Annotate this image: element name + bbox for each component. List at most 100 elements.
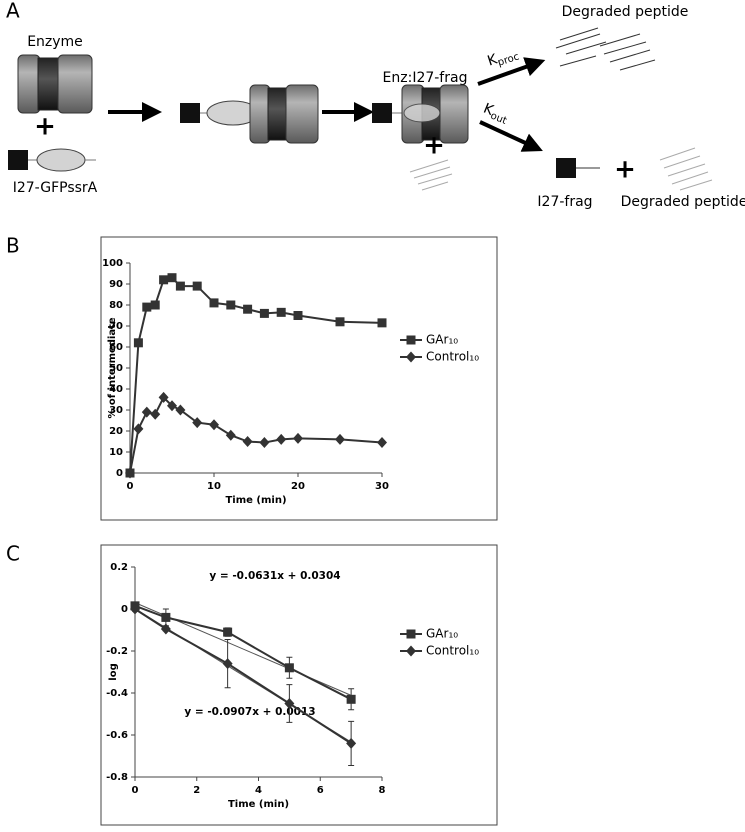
x-tick-label: 2 — [193, 785, 200, 796]
marker — [130, 603, 140, 615]
marker — [175, 404, 186, 416]
marker — [226, 300, 236, 310]
panel-label: A — [6, 0, 20, 23]
marker — [192, 417, 203, 429]
fragment — [556, 158, 600, 178]
marker — [142, 302, 152, 312]
marker — [377, 318, 387, 328]
trendline-label: y = -0.0631x + 0.0304 — [209, 570, 340, 582]
panel-label: C — [6, 542, 20, 566]
marker — [259, 437, 270, 449]
y-tick-label: 20 — [109, 426, 123, 437]
y-axis-label: % of intermediate — [107, 317, 118, 419]
y-tick-label: 60 — [109, 342, 123, 353]
marker — [125, 467, 135, 479]
marker — [150, 300, 160, 310]
legend-label: GAr₁₀ — [426, 627, 458, 641]
plus: + — [423, 131, 445, 161]
fragment-label: I27-frag — [537, 194, 592, 210]
y-tick-label: -0.2 — [106, 646, 128, 657]
complex-label: Enz:I27-frag — [383, 70, 468, 86]
marker — [293, 432, 303, 444]
y-tick-label: -0.6 — [106, 730, 128, 741]
y-tick-label: -0.4 — [106, 688, 128, 699]
x-axis-label: Time (min) — [225, 495, 286, 506]
marker — [223, 627, 233, 637]
marker — [259, 308, 269, 318]
marker — [406, 645, 416, 657]
series-line — [129, 276, 383, 474]
marker — [406, 351, 416, 363]
chart-frame — [100, 544, 498, 826]
marker — [284, 698, 295, 709]
marker — [192, 281, 202, 291]
chart: B 0 10 20 30 40 50 60 70 80 90 100 0 10 20 30 Time (min)… — [6, 234, 498, 521]
marker — [161, 612, 171, 622]
marker — [167, 400, 177, 412]
panel-label: B — [6, 234, 20, 258]
y-tick-label: 100 — [102, 258, 123, 269]
plus: + — [34, 112, 56, 142]
diagram: A Enzyme + I27-GFPssrA Enz:I27-frag — [6, 0, 745, 210]
series-line — [129, 395, 383, 474]
degraded-label: Degraded peptide — [621, 194, 745, 210]
marker — [167, 273, 177, 283]
marker — [335, 317, 345, 327]
y-axis-label: log — [108, 663, 119, 680]
legend-label: Control₁₀ — [426, 350, 479, 364]
degraded-label: Degraded peptide — [562, 4, 689, 20]
marker — [335, 433, 345, 445]
marker — [276, 433, 287, 445]
y-tick-label: 0 — [121, 604, 128, 615]
x-tick-label: 4 — [255, 785, 262, 796]
x-tick-label: 0 — [132, 785, 139, 796]
marker — [225, 429, 236, 441]
trendline-label: y = -0.0907x + 0.0013 — [184, 706, 315, 718]
chart: C 0.2 0 -0.2 -0.4 -0.6 -0.8 0 2 4 6 8 Time (min) log y… — [6, 542, 498, 826]
marker — [159, 275, 169, 285]
peptides — [555, 27, 656, 71]
plus: + — [614, 155, 636, 185]
complex-2 — [372, 84, 469, 144]
marker — [209, 419, 219, 431]
marker — [133, 338, 143, 348]
marker — [406, 335, 416, 345]
complex-1 — [180, 84, 319, 144]
marker — [242, 436, 253, 447]
enzyme-label: Enzyme — [27, 34, 83, 50]
peptides — [409, 159, 453, 191]
x-tick-label: 10 — [207, 481, 221, 492]
marker — [222, 658, 233, 670]
marker — [141, 406, 152, 418]
substrate-label: I27-GFPssrA — [13, 180, 98, 196]
marker — [406, 629, 416, 639]
x-tick-label: 20 — [291, 481, 305, 492]
marker — [276, 307, 286, 317]
chart-frame — [100, 236, 498, 521]
peptides — [659, 147, 713, 191]
marker — [243, 304, 253, 314]
x-tick-label: 30 — [375, 481, 389, 492]
substrate — [8, 148, 96, 172]
kproc: Kproc — [486, 45, 521, 72]
y-tick-label: 80 — [109, 300, 123, 311]
marker — [133, 423, 144, 435]
y-tick-label: 10 — [109, 447, 123, 458]
marker — [150, 408, 161, 420]
y-tick-label: -0.8 — [106, 772, 128, 783]
y-tick-label: 0 — [116, 468, 123, 479]
legend-label: GAr₁₀ — [426, 333, 458, 347]
x-axis-label: Time (min) — [228, 799, 289, 810]
y-tick-label: 90 — [109, 279, 123, 290]
y-tick-label: 40 — [109, 384, 123, 395]
x-tick-label: 0 — [127, 481, 134, 492]
marker — [158, 391, 169, 403]
marker — [209, 298, 219, 308]
y-tick-label: 50 — [109, 363, 123, 374]
marker — [284, 663, 294, 673]
marker — [293, 311, 303, 320]
x-tick-label: 8 — [379, 785, 386, 796]
enzyme — [17, 54, 93, 114]
marker — [346, 737, 357, 749]
